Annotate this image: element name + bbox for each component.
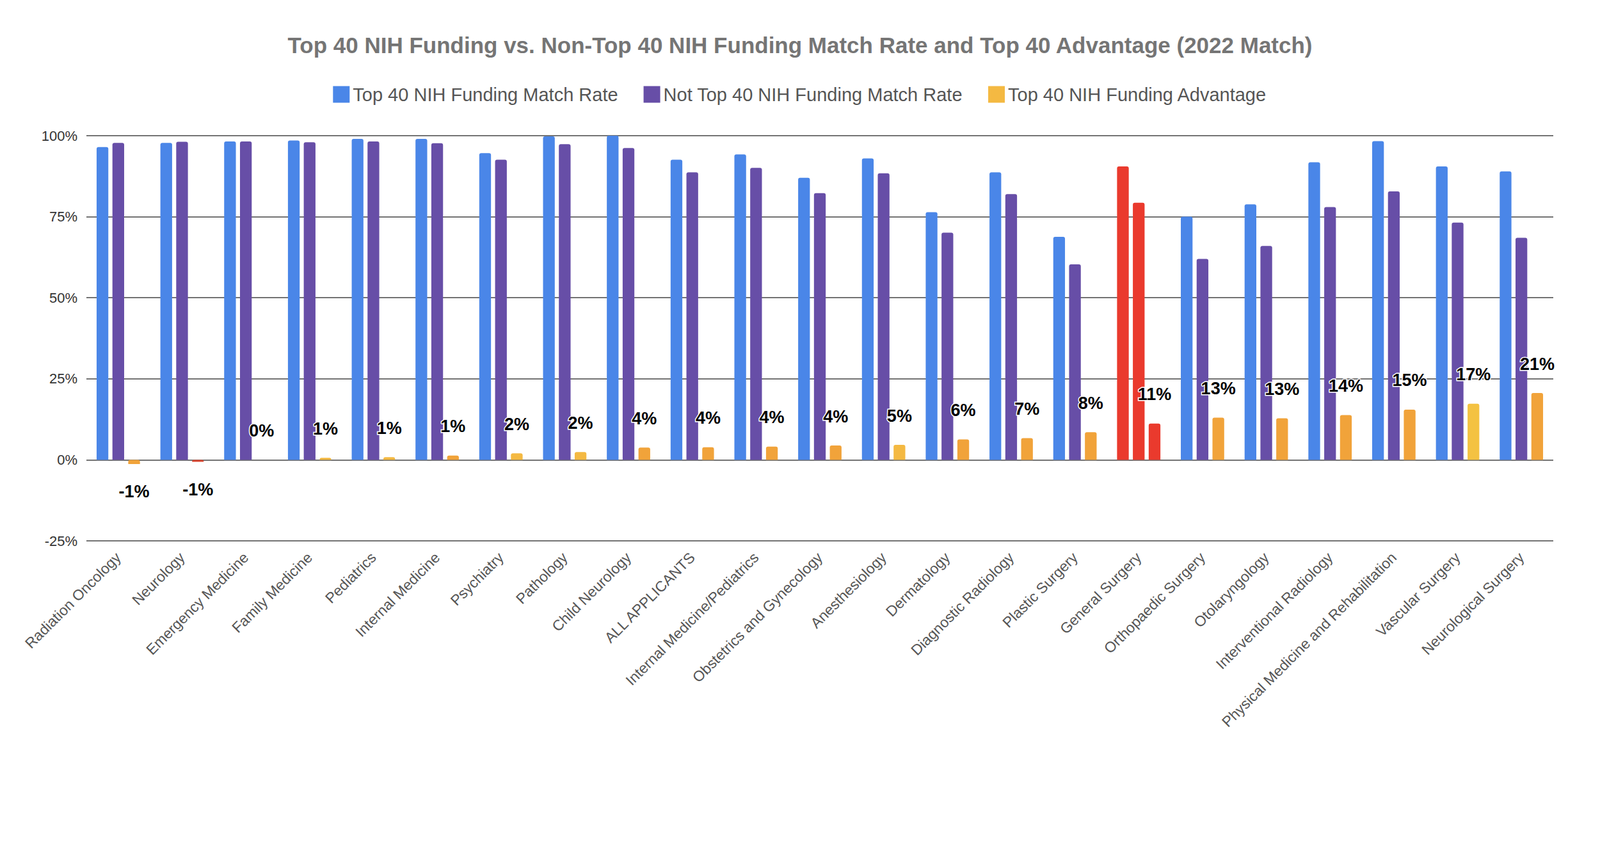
svg-text:Vascular Surgery: Vascular Surgery bbox=[1372, 548, 1464, 640]
svg-text:0%: 0% bbox=[56, 451, 78, 468]
svg-text:11%: 11% bbox=[1137, 384, 1172, 404]
svg-text:Psychiatry: Psychiatry bbox=[447, 548, 508, 609]
svg-text:Plastic Surgery: Plastic Surgery bbox=[999, 548, 1081, 631]
svg-text:Dermatology: Dermatology bbox=[882, 548, 954, 620]
svg-text:14%: 14% bbox=[1328, 376, 1364, 396]
svg-text:15%: 15% bbox=[1392, 370, 1428, 390]
svg-text:5%: 5% bbox=[887, 406, 912, 426]
svg-text:Orthopaedic Surgery: Orthopaedic Surgery bbox=[1100, 548, 1209, 657]
svg-text:8%: 8% bbox=[1078, 393, 1104, 413]
svg-text:Pediatrics: Pediatrics bbox=[321, 549, 380, 607]
svg-text:Top 40 NIH Funding Advantage: Top 40 NIH Funding Advantage bbox=[1008, 84, 1266, 105]
svg-text:7%: 7% bbox=[1014, 399, 1040, 419]
svg-text:Not Top 40 NIH Funding Match R: Not Top 40 NIH Funding Match Rate bbox=[663, 84, 963, 105]
svg-text:General Surgery: General Surgery bbox=[1056, 548, 1145, 638]
svg-text:1%: 1% bbox=[376, 418, 402, 438]
svg-text:6%: 6% bbox=[951, 400, 976, 420]
svg-text:-1%: -1% bbox=[119, 481, 150, 502]
svg-text:100%: 100% bbox=[41, 128, 78, 144]
svg-text:ALL APPLICANTS: ALL APPLICANTS bbox=[601, 548, 699, 646]
svg-text:Family Medicine: Family Medicine bbox=[228, 549, 316, 637]
svg-text:4%: 4% bbox=[695, 408, 721, 428]
svg-text:Physical Medicine and Rehabili: Physical Medicine and Rehabilitation bbox=[1218, 549, 1400, 731]
svg-text:Neurological Surgery: Neurological Surgery bbox=[1418, 548, 1528, 658]
svg-text:75%: 75% bbox=[49, 208, 78, 225]
svg-text:Obstetrics and Gynecology: Obstetrics and Gynecology bbox=[689, 548, 827, 686]
svg-text:Radiation Oncology: Radiation Oncology bbox=[21, 548, 125, 652]
svg-text:-25%: -25% bbox=[44, 533, 78, 550]
svg-text:Anesthesiology: Anesthesiology bbox=[807, 548, 890, 632]
svg-text:17%: 17% bbox=[1456, 364, 1491, 384]
svg-text:0%: 0% bbox=[248, 421, 274, 441]
svg-text:4%: 4% bbox=[823, 407, 848, 427]
svg-text:25%: 25% bbox=[49, 370, 78, 387]
svg-text:-1%: -1% bbox=[182, 480, 214, 500]
svg-text:Otolaryngology: Otolaryngology bbox=[1190, 548, 1273, 631]
svg-text:2%: 2% bbox=[504, 414, 530, 434]
svg-text:Emergency Medicine: Emergency Medicine bbox=[142, 549, 252, 658]
svg-text:1%: 1% bbox=[312, 419, 338, 439]
svg-text:13%: 13% bbox=[1264, 379, 1300, 399]
svg-text:4%: 4% bbox=[631, 408, 657, 429]
svg-text:Top 40 NIH Funding vs. Non-Top: Top 40 NIH Funding vs. Non-Top 40 NIH Fu… bbox=[287, 32, 1312, 58]
svg-text:Interventional Radiology: Interventional Radiology bbox=[1212, 548, 1337, 672]
svg-text:2%: 2% bbox=[568, 413, 594, 433]
svg-text:4%: 4% bbox=[759, 407, 785, 427]
svg-text:13%: 13% bbox=[1201, 378, 1236, 399]
svg-text:Internal Medicine: Internal Medicine bbox=[352, 549, 443, 640]
svg-text:Internal Medicine/Pediatrics: Internal Medicine/Pediatrics bbox=[622, 549, 763, 689]
svg-text:Neurology: Neurology bbox=[128, 548, 189, 608]
svg-text:50%: 50% bbox=[49, 289, 78, 306]
svg-text:Pathology: Pathology bbox=[512, 548, 571, 607]
svg-text:Top 40 NIH Funding Match Rate: Top 40 NIH Funding Match Rate bbox=[352, 84, 618, 105]
svg-text:Child Neurology: Child Neurology bbox=[548, 548, 635, 635]
svg-text:Diagnostic Radiology: Diagnostic Radiology bbox=[907, 548, 1017, 658]
svg-text:21%: 21% bbox=[1520, 354, 1555, 374]
svg-text:1%: 1% bbox=[440, 416, 466, 436]
